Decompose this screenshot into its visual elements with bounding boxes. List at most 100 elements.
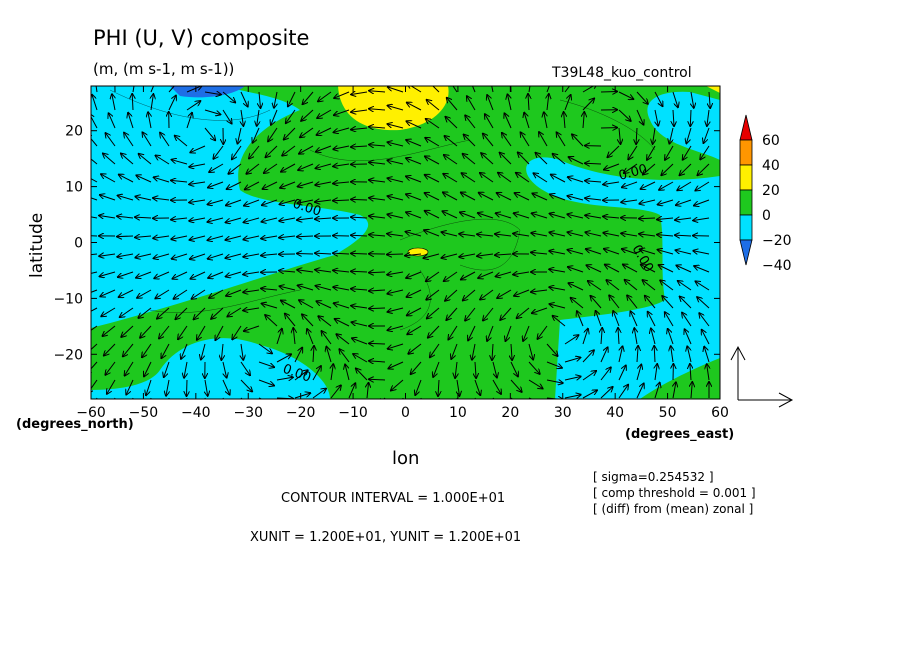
wind-vector [585,198,602,200]
wind-vector [546,361,562,368]
wind-vector [680,297,692,309]
wind-vector [280,199,296,204]
wind-vector [138,307,152,318]
wind-vector [139,154,152,165]
wind-vector [517,307,530,318]
wind-vector [299,145,314,154]
wind-vector [532,213,548,219]
wind-vector [531,252,548,254]
colorbar-tick-label: 0 [762,208,771,224]
wind-vector [121,154,134,165]
wind-vector [407,325,422,334]
x-tick-label: −30 [233,405,263,421]
wind-vector [583,112,584,129]
wind-vector [643,163,656,175]
wind-vector [427,307,440,318]
note-diff: [ (diff) from (mean) zonal ] [593,502,753,516]
wind-vector [518,153,530,165]
wind-vector [648,312,656,327]
wind-vector [511,343,512,360]
wind-vector [510,361,518,376]
wind-vector [208,199,224,204]
wind-vector [628,145,638,159]
colorbar-bottom-arrow [739,239,753,266]
wind-vector [197,325,206,340]
wind-vector [105,361,116,375]
wind-vector [463,154,476,165]
wind-vector [208,181,224,188]
wind-vector [351,199,368,200]
wind-vector [137,289,152,298]
wind-vector [135,253,152,258]
wind-vector [117,216,134,218]
wind-vector [298,285,314,291]
wind-vector [186,101,200,111]
x-tick-label: −50 [129,405,159,421]
wind-vector [334,91,350,98]
y-tick-label: −10 [53,291,83,307]
wind-vectors [91,86,710,399]
wind-vector [587,265,602,273]
wind-vector [657,235,674,236]
wind-vector [369,343,386,344]
wind-vector [550,194,566,201]
wind-vector [424,253,440,258]
wind-vector [696,281,710,291]
wind-vector [505,113,512,129]
wind-vector [301,109,314,121]
wind-vector [461,271,476,280]
wind-vector [653,127,655,144]
wind-vector [166,379,169,396]
wind-vector [564,86,571,93]
wind-vector [445,289,458,301]
wind-vector [568,177,584,183]
wind-vector [261,254,278,256]
wind-vector [691,382,692,399]
wind-vector [495,254,512,255]
wind-vector [253,127,260,143]
wind-vector [276,354,291,363]
wind-vector [186,113,192,129]
wind-vector [513,272,530,275]
wind-vector [636,365,641,381]
wind-vector [497,289,512,298]
wind-vector [446,117,458,129]
wind-vector [549,269,566,272]
wind-vector [460,212,476,219]
wind-vector [444,155,458,165]
wind-vector [387,214,404,219]
wind-vector [478,271,494,278]
wind-vector [293,328,295,345]
wind-vector [184,361,187,378]
wind-vector [546,86,550,93]
colorbar-tick-label: 40 [762,158,780,174]
wind-vector [528,361,540,374]
wind-vector [685,329,692,345]
wind-vector [406,232,422,237]
wind-vector [271,109,278,125]
wind-vector [240,361,250,375]
wind-vector [339,349,350,363]
wind-vector [189,164,206,167]
wind-vector [205,379,208,396]
wind-vector [243,290,260,292]
wind-vector [506,325,512,341]
wind-vector [557,132,566,147]
wind-vector [569,157,584,165]
low-region-nw [170,86,245,98]
wind-vector [687,346,692,363]
wind-vector [317,127,332,135]
wind-vector [523,325,530,341]
wind-vector [668,329,674,345]
wind-vector [459,234,476,236]
wind-vector [539,132,548,147]
wind-vector [468,325,476,340]
wind-vector [534,173,548,183]
wind-vector [226,235,242,240]
wind-vector [618,366,626,381]
x-tick-label: 60 [711,405,729,421]
wind-vector [407,121,422,129]
wind-vector [682,313,692,327]
wind-vector [492,361,497,378]
wind-vector [173,271,188,279]
